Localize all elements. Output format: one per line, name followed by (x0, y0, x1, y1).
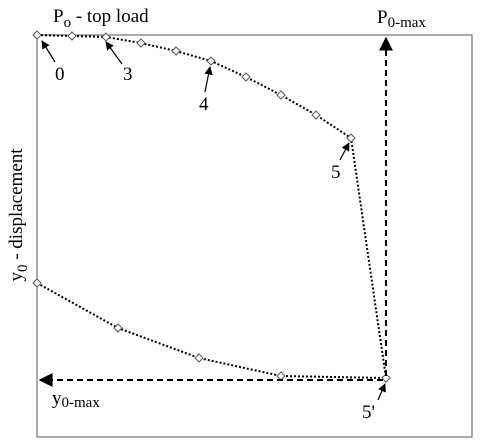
label-base: P (377, 7, 388, 28)
label-sub: 0-max (62, 395, 101, 411)
markers (32, 30, 391, 383)
label-base: P (53, 6, 64, 27)
frame (36, 34, 473, 438)
upper-curve (36, 34, 387, 379)
point-label: 4 (199, 94, 209, 115)
label-base: y (6, 272, 27, 282)
label-base: y (52, 388, 62, 409)
point-label: 3 (123, 64, 133, 85)
label-sub: 0 (15, 265, 31, 273)
p-max-label: P0-max (377, 7, 426, 31)
top-load-label: Po - top load (53, 6, 149, 31)
label-rest: - top load (71, 6, 149, 27)
label-arrows (41, 40, 386, 401)
displacement-label: y0 - displacement (6, 148, 31, 282)
label-rest: - displacement (6, 148, 27, 265)
y-max-label: y0-max (52, 388, 100, 411)
point-label: 0 (55, 64, 65, 85)
point-label: 5' (362, 402, 375, 423)
label-sub: o (64, 15, 72, 31)
label-sub: 0-max (388, 15, 427, 31)
point-label: 5 (331, 162, 341, 183)
lower-curve (36, 282, 387, 379)
